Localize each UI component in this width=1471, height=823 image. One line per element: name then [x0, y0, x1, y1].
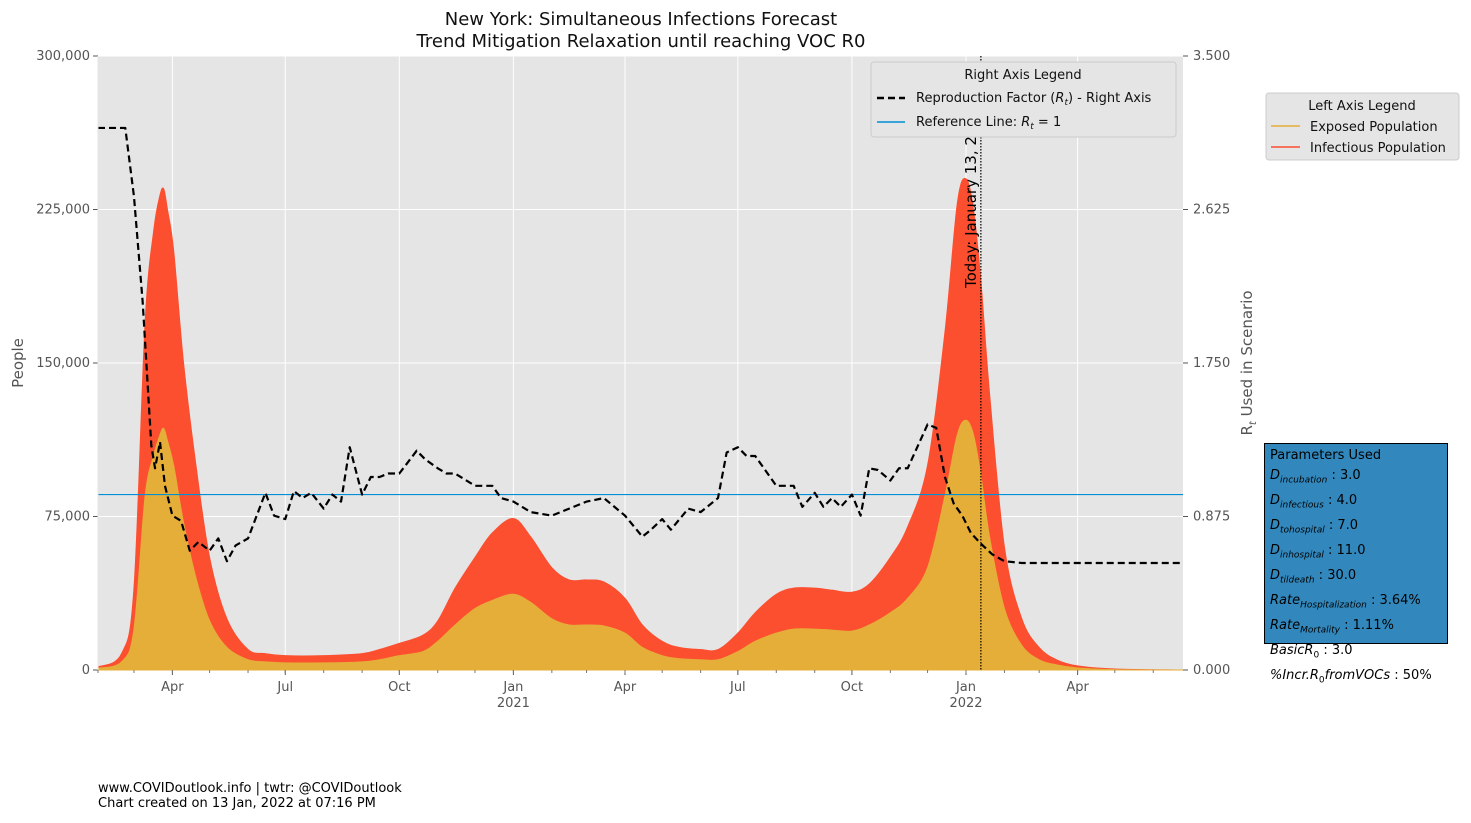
- y-tick-label-left: 225,000: [36, 203, 90, 218]
- y-tick-label-right: 3.500: [1193, 49, 1230, 64]
- y-tick-label-right: 0.875: [1193, 510, 1230, 525]
- param-rate-mortality: RateMortality : 1.11%: [1270, 618, 1394, 636]
- chart-title-line-2: Trend Mitigation Relaxation until reachi…: [416, 31, 866, 52]
- y-axis-label-right: Rt Used in Scenario: [1238, 290, 1259, 435]
- param-tildeath: Dtildeath : 30.0: [1270, 567, 1357, 586]
- exposed-population-area: [97, 419, 1184, 671]
- y-axis-label-right-rest: Used in Scenario: [1238, 290, 1256, 421]
- x-tick-label: Oct: [841, 680, 863, 695]
- grid: [98, 55, 1183, 671]
- footer: www.COVIDoutlook.info | twtr: @COVIDoutl…: [98, 781, 402, 811]
- legend-right-box: [870, 61, 1177, 138]
- y-tick-label-left: 150,000: [36, 356, 90, 371]
- param-infectious: Dinfectious : 4.0: [1270, 492, 1358, 511]
- area-series: [97, 178, 1184, 671]
- y-tick-label-left: 300,000: [36, 49, 90, 64]
- legend-rt-label: Reproduction Factor (Rt) - Right Axis: [916, 91, 1152, 108]
- x-tick-year-label: 2022: [949, 696, 982, 711]
- param-incubation: Dincubation : 3.0: [1270, 467, 1361, 486]
- legend-exposed-label: Exposed Population: [1310, 120, 1438, 135]
- legend-infectious-label: Infectious Population: [1310, 141, 1446, 156]
- x-tick-label: Oct: [388, 680, 410, 695]
- y-tick-label-right: 0.000: [1193, 663, 1230, 678]
- axis-ticks: 0 75,000 150,000 225,000 300,000 0.000 0.875 1.…: [36, 49, 1230, 711]
- x-tick-label: Apr: [614, 680, 637, 695]
- infectious-population-area: [97, 178, 1184, 671]
- rt-series: [98, 126, 1183, 565]
- y-tick-label-left: 0: [82, 663, 90, 678]
- x-tick-year-label: 2021: [497, 696, 530, 711]
- param-incr-r0: %Incr.R0fromVOCs : 50%: [1270, 668, 1432, 686]
- y-axis-label-right-r: R: [1238, 425, 1256, 435]
- legend-left-title: Left Axis Legend: [1308, 99, 1415, 114]
- x-tick-label: Apr: [1066, 680, 1089, 695]
- chart-title-line-1: New York: Simultaneous Infections Foreca…: [445, 9, 837, 30]
- x-tick-label: Jan: [502, 680, 523, 695]
- y-tick-label-right: 1.750: [1193, 356, 1230, 371]
- legend-left-box: [1265, 92, 1460, 161]
- parameters-box: Parameters Used Dincubation : 3.0 Dinfec…: [1264, 443, 1448, 686]
- y-axis-label-left: People: [9, 338, 27, 388]
- legend-right-axis: Right Axis Legend Reproduction Factor (R…: [870, 61, 1177, 138]
- y-tick-label-right: 2.625: [1193, 203, 1230, 218]
- param-basic-r0: BasicR0 : 3.0: [1270, 643, 1353, 661]
- parameters-title: Parameters Used: [1270, 448, 1382, 463]
- x-tick-label: Jan: [955, 680, 976, 695]
- legend-left-axis: Left Axis Legend Exposed Population Infe…: [1265, 92, 1460, 161]
- y-axis-label-right-sub: t: [1248, 420, 1259, 425]
- x-tick-label: Apr: [161, 680, 184, 695]
- y-tick-label-left: 75,000: [45, 510, 91, 525]
- rt-dashed-line: [98, 126, 1183, 565]
- x-tick-label: Jul: [276, 680, 293, 695]
- legend-reference-label: Reference Line: Rt = 1: [916, 115, 1061, 132]
- legend-right-title: Right Axis Legend: [964, 68, 1081, 83]
- footer-created: Chart created on 13 Jan, 2022 at 07:16 P…: [98, 796, 376, 811]
- x-tick-label: Jul: [729, 680, 746, 695]
- today-marker: Today: January 13, 2022: [962, 56, 982, 670]
- param-rate-hospitalization: RateHospitalization : 3.64%: [1270, 592, 1421, 611]
- today-label: Today: January 13, 2022: [962, 107, 980, 289]
- param-inhospital: Dinhospital : 11.0: [1270, 542, 1366, 561]
- footer-credit: www.COVIDoutlook.info | twtr: @COVIDoutl…: [98, 781, 402, 796]
- param-tohospital: Dtohospital : 7.0: [1270, 517, 1359, 536]
